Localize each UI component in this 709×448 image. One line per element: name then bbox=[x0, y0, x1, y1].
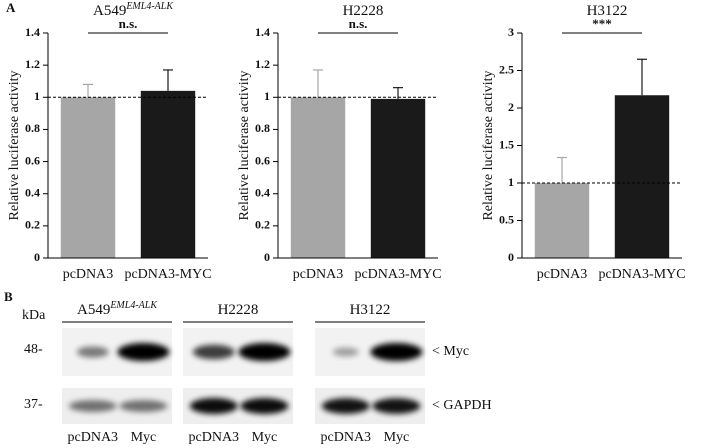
x-tick-label: pcDNA3-MYC bbox=[354, 267, 441, 282]
x-tick-label: pcDNA3-MYC bbox=[124, 267, 211, 282]
y-axis-label: Relative luciferase activity bbox=[237, 70, 252, 220]
x-tick-label: pcDNA3 bbox=[63, 267, 114, 282]
myc-band bbox=[332, 347, 359, 357]
panel-label: A bbox=[6, 0, 16, 15]
gapdh-band bbox=[189, 398, 238, 414]
bar bbox=[290, 97, 346, 259]
y-tick-label: 1 bbox=[34, 89, 40, 103]
y-axis-label: Relative luciferase activity bbox=[481, 70, 496, 220]
y-tick-label: 1.5 bbox=[499, 137, 514, 151]
y-tick-label: 1 bbox=[508, 175, 514, 189]
myc-band bbox=[370, 343, 423, 361]
y-tick-label: 1 bbox=[264, 89, 270, 103]
y-tick-label: 0.4 bbox=[255, 185, 270, 199]
bar bbox=[614, 95, 670, 258]
blot-title: A549EML4-ALK bbox=[77, 300, 158, 318]
chart-title-main: H3122 bbox=[587, 3, 628, 19]
chart-title: A549EML4-ALK bbox=[93, 1, 174, 19]
x-tick-label: pcDNA3 bbox=[537, 267, 588, 282]
y-tick-label: 1.2 bbox=[25, 57, 40, 71]
marker-label: 48- bbox=[24, 342, 43, 357]
y-tick-label: 0.8 bbox=[25, 121, 40, 135]
y-tick-label: 3 bbox=[508, 25, 514, 39]
myc-band bbox=[117, 343, 170, 361]
chart-title-superscript: EML4-ALK bbox=[125, 1, 174, 12]
gapdh-band bbox=[68, 400, 117, 412]
lane-label: Myc bbox=[131, 430, 157, 445]
chart-title: H3122 bbox=[587, 3, 628, 19]
bar bbox=[534, 183, 590, 258]
chart-title-main: A549 bbox=[93, 3, 126, 19]
lane-label: pcDNA3 bbox=[321, 430, 372, 445]
y-tick-label: 0 bbox=[264, 250, 270, 264]
bar bbox=[140, 90, 196, 258]
myc-band bbox=[76, 346, 109, 358]
gapdh-band bbox=[240, 398, 289, 414]
lane-label: Myc bbox=[252, 430, 278, 445]
y-tick-label: 0.8 bbox=[255, 121, 270, 135]
y-tick-label: 1.4 bbox=[255, 25, 270, 39]
blot-title-superscript: EML4-ALK bbox=[109, 300, 158, 311]
panel-label: B bbox=[4, 289, 13, 304]
y-tick-label: 1.2 bbox=[255, 57, 270, 71]
y-tick-label: 0.2 bbox=[255, 218, 270, 232]
x-tick-label: pcDNA3-MYC bbox=[598, 267, 685, 282]
marker-label: 37- bbox=[24, 397, 43, 412]
y-tick-label: 2 bbox=[508, 100, 514, 114]
blot-title: H2228 bbox=[218, 302, 259, 318]
target-label: < GAPDH bbox=[432, 398, 492, 413]
chart-title: H2228 bbox=[343, 3, 384, 19]
y-tick-label: 2.5 bbox=[499, 62, 514, 76]
bar bbox=[370, 98, 426, 259]
y-tick-label: 0.5 bbox=[499, 212, 514, 226]
y-tick-label: 0 bbox=[508, 250, 514, 264]
significance-label: n.s. bbox=[119, 16, 138, 31]
gapdh-band bbox=[321, 398, 370, 414]
y-tick-label: 0.6 bbox=[255, 153, 270, 167]
y-tick-label: 0.4 bbox=[25, 185, 40, 199]
bar bbox=[60, 97, 116, 259]
lane-label: Myc bbox=[384, 430, 410, 445]
blot-title: H3122 bbox=[350, 302, 391, 318]
significance-label: *** bbox=[592, 16, 612, 31]
blot-title-main: H3122 bbox=[350, 302, 391, 318]
gapdh-band bbox=[372, 398, 421, 414]
unit-label: kDa bbox=[22, 308, 46, 323]
y-tick-label: 0.6 bbox=[25, 153, 40, 167]
target-label: < Myc bbox=[432, 344, 469, 359]
myc-band bbox=[192, 344, 235, 360]
blot-title-main: H2228 bbox=[218, 302, 259, 318]
y-tick-label: 1.4 bbox=[25, 25, 40, 39]
y-axis-label: Relative luciferase activity bbox=[7, 70, 22, 220]
chart-title-main: H2228 bbox=[343, 3, 384, 19]
myc-band bbox=[238, 343, 291, 361]
y-tick-label: 0.2 bbox=[25, 218, 40, 232]
blot-title-main: A549 bbox=[77, 302, 110, 318]
significance-label: n.s. bbox=[349, 16, 368, 31]
lane-label: pcDNA3 bbox=[68, 430, 119, 445]
x-tick-label: pcDNA3 bbox=[293, 267, 344, 282]
lane-label: pcDNA3 bbox=[189, 430, 240, 445]
gapdh-band bbox=[119, 400, 168, 412]
y-tick-label: 0 bbox=[34, 250, 40, 264]
